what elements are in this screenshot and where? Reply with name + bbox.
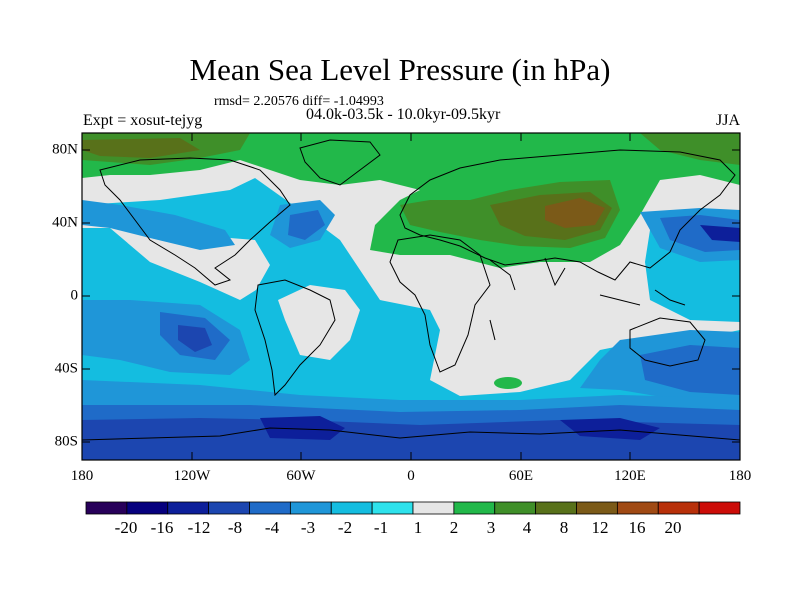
x-tick-label: 60W xyxy=(286,468,316,484)
colorbar-box xyxy=(330,501,373,515)
colorbar-label: -4 xyxy=(264,518,280,537)
colorbar-box xyxy=(249,501,291,515)
y-tick-label: 40S xyxy=(54,360,78,377)
y-axis-ticks xyxy=(82,149,740,443)
colorbar-label: 1 xyxy=(413,518,423,537)
colorbar-box xyxy=(576,501,618,515)
colorbar-label: -3 xyxy=(300,518,316,537)
x-axis-ticks xyxy=(81,133,741,460)
colorbar-label: -20 xyxy=(114,518,138,537)
x-tick-label: 180 xyxy=(70,468,94,484)
x-tick-label: 180 xyxy=(728,468,752,484)
y-tick-label: 80N xyxy=(52,141,78,158)
colorbar-box xyxy=(126,501,169,515)
colorbar xyxy=(85,501,741,515)
colorbar-label: 2 xyxy=(449,518,459,537)
colorbar-label: 4 xyxy=(522,518,532,537)
colorbar-box xyxy=(208,501,250,515)
colorbar-label: -1 xyxy=(373,518,389,537)
colorbar-label: -12 xyxy=(187,518,211,537)
colorbar-label: 3 xyxy=(486,518,496,537)
map-title: Mean Sea Level Pressure (in hPa) xyxy=(189,52,611,87)
x-tick-label: 60E xyxy=(508,468,534,484)
coastlines xyxy=(82,139,740,441)
x-tick-label: 120W xyxy=(173,468,211,484)
period-text: 04.0k-03.5k - 10.0kyr-09.5kyr xyxy=(306,106,501,123)
colorbar-box xyxy=(289,501,332,515)
x-tick-label: 0 xyxy=(407,468,415,484)
x-tick-label: 120E xyxy=(614,468,646,484)
colorbar-box xyxy=(535,501,577,515)
y-tick-label: 80S xyxy=(54,433,78,450)
colorbar-box xyxy=(698,501,741,515)
colorbar-label: -8 xyxy=(227,518,243,537)
colorbar-box xyxy=(371,501,414,515)
colorbar-label: -16 xyxy=(150,518,174,537)
colorbar-box xyxy=(453,501,496,515)
colorbar-label: -2 xyxy=(337,518,353,537)
colorbar-box xyxy=(85,501,128,515)
colorbar-box xyxy=(167,501,210,515)
pressure-field xyxy=(82,133,740,460)
colorbar-label: 16 xyxy=(628,518,646,537)
colorbar-label: 8 xyxy=(559,518,569,537)
colorbar-box xyxy=(494,501,537,515)
y-tick-label: 0 xyxy=(70,287,79,304)
season-label: JJA xyxy=(715,112,740,129)
colorbar-label: 12 xyxy=(591,518,609,537)
colorbar-box xyxy=(657,501,700,515)
statistics-text: rmsd= 2.20576 diff= -1.04993 xyxy=(214,94,384,109)
colorbar-label: 20 xyxy=(664,518,682,537)
experiment-label: Expt = xosut-tejyg xyxy=(83,112,203,129)
colorbar-box xyxy=(616,501,659,515)
colorbar-box xyxy=(412,501,455,515)
y-tick-label: 40N xyxy=(52,214,78,231)
